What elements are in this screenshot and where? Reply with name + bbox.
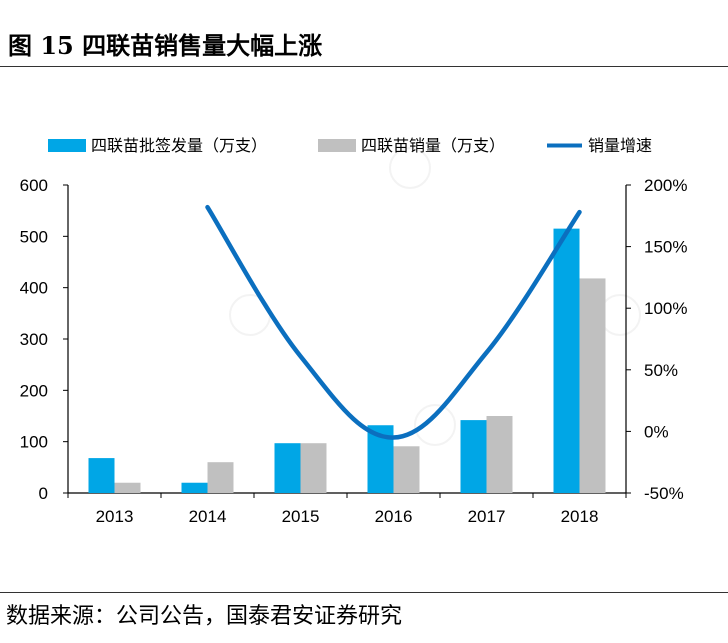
left-tick-label: 0: [39, 484, 48, 503]
left-tick-label: 600: [20, 176, 48, 195]
right-tick-label: -50%: [644, 484, 684, 503]
x-tick-label: 2015: [282, 507, 320, 526]
x-tick-label: 2013: [96, 507, 134, 526]
bar-series: [88, 228, 606, 493]
legend: 四联苗批签发量（万支） 四联苗销量（万支） 销量增速: [48, 136, 652, 155]
bar-2: [579, 278, 606, 493]
bar-2: [393, 446, 420, 493]
left-tick-label: 100: [20, 433, 48, 452]
legend-swatch-bar1: [48, 139, 86, 152]
legend-label-line: 销量增速: [588, 136, 652, 155]
left-axis-ticks: 0 100 200 300 400 500 600: [20, 176, 68, 503]
growth-line-series: [205, 204, 582, 440]
bar-1: [460, 420, 487, 493]
bar-1: [88, 458, 115, 493]
bar-2: [486, 416, 513, 493]
bar-2: [207, 462, 234, 493]
right-tick-label: 50%: [644, 361, 678, 380]
right-tick-label: 100%: [644, 299, 687, 318]
right-tick-label: 150%: [644, 238, 687, 257]
left-tick-label: 200: [20, 381, 48, 400]
left-tick-label: 400: [20, 279, 48, 298]
growth-line: [205, 204, 582, 440]
bar-1: [274, 443, 301, 493]
chart-title: 图 15 四联苗销售量大幅上涨: [8, 31, 323, 60]
right-tick-label: 0%: [644, 422, 669, 441]
left-tick-label: 300: [20, 330, 48, 349]
bar-1: [553, 228, 580, 493]
source-note: 数据来源：公司公告，国泰君安证券研究: [6, 604, 403, 629]
legend-label-bar1: 四联苗批签发量（万支）: [91, 136, 267, 155]
bar-2: [300, 443, 327, 493]
x-tick-label: 2016: [375, 507, 413, 526]
combo-chart: 四联苗批签发量（万支） 四联苗销量（万支） 销量增速 0 100 200 300 400…: [20, 136, 688, 526]
right-axis-ticks: -50% 0% 50% 100% 150% 200%: [626, 176, 687, 503]
left-tick-label: 500: [20, 227, 48, 246]
x-tick-label: 2018: [561, 507, 599, 526]
legend-label-bar2: 四联苗销量（万支）: [361, 136, 505, 155]
x-tick-label: 2017: [468, 507, 506, 526]
top-divider: [0, 66, 728, 67]
right-tick-label: 200%: [644, 176, 687, 195]
x-axis-ticks: 2013 2014 2015 2016 2017 2018: [67, 493, 627, 526]
legend-swatch-bar2: [318, 139, 356, 152]
bar-1: [181, 482, 208, 493]
bar-2: [114, 482, 141, 493]
x-tick-label: 2014: [189, 507, 227, 526]
bottom-divider: [0, 592, 728, 593]
